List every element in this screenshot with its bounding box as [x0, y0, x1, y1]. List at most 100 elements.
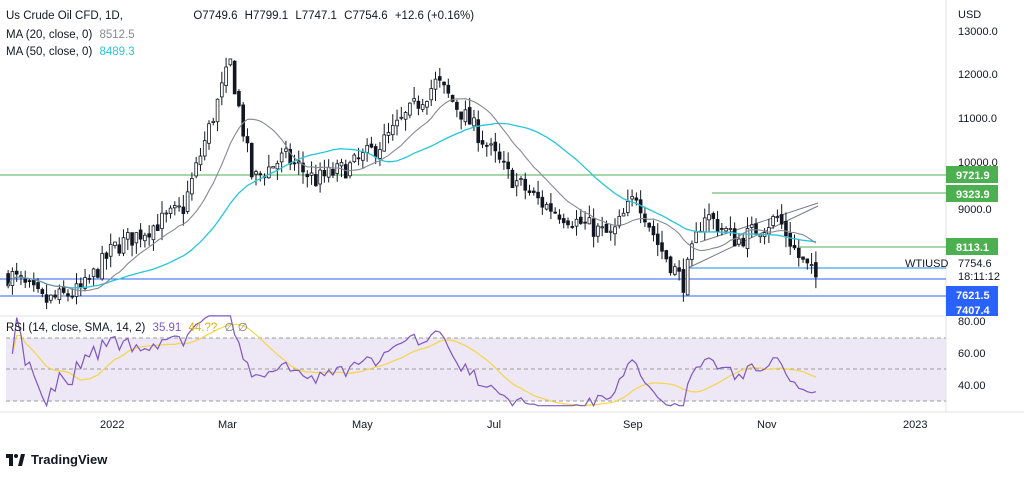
- candle-body: [301, 162, 305, 173]
- candle-body: [779, 214, 784, 225]
- brand-footer[interactable]: TradingView: [6, 452, 107, 467]
- tag-7407-bg: [946, 303, 998, 316]
- rsi-tick: 40.00: [958, 380, 986, 392]
- ma50-line: [7, 122, 816, 289]
- time-tick: Nov: [757, 419, 777, 431]
- candle-body: [408, 102, 412, 116]
- candle-body: [395, 119, 399, 127]
- candle-body: [378, 149, 382, 159]
- candle-body: [91, 268, 96, 278]
- legend-open: O7749.6: [193, 10, 238, 22]
- candle-body: [23, 278, 28, 283]
- candle-body: [343, 164, 348, 179]
- candle-body: [574, 218, 579, 227]
- candle-body: [202, 140, 207, 157]
- candle-body: [87, 278, 92, 280]
- ma50-label[interactable]: MA (50, close, 0): [6, 46, 93, 58]
- candle-body: [737, 238, 741, 245]
- candle-body: [668, 256, 673, 274]
- candle-body: [553, 211, 557, 214]
- ma20-label[interactable]: MA (20, close, 0): [6, 29, 93, 41]
- candle-body: [634, 197, 639, 201]
- candle-body: [147, 233, 151, 238]
- rsi-tick: 80.00: [958, 316, 986, 328]
- candle-body: [433, 78, 438, 90]
- candle-body: [44, 294, 49, 303]
- tag-7621-bg: [946, 286, 998, 303]
- candle-body: [715, 219, 720, 232]
- candle-body: [83, 277, 87, 289]
- candle-body: [104, 252, 109, 259]
- candle-body: [220, 82, 224, 98]
- price-tick: 12000.0: [958, 69, 998, 81]
- candle-body: [493, 141, 498, 152]
- rsi-label[interactable]: RSI (14, close, SMA, 14, 2): [6, 322, 146, 334]
- candle-body: [181, 206, 186, 214]
- candle-body: [151, 225, 156, 241]
- candle-body: [318, 169, 322, 185]
- candle-body: [489, 143, 493, 146]
- candle-body: [168, 207, 173, 214]
- candle-body: [788, 232, 793, 247]
- candle-body: [758, 234, 763, 238]
- candle-body: [442, 81, 446, 86]
- candle-body: [53, 294, 57, 298]
- tag-9721-bg: [946, 166, 998, 183]
- candle-body: [728, 228, 733, 230]
- candle-body: [532, 190, 536, 193]
- candle-body: [437, 76, 442, 81]
- rsi-value: 35.91: [152, 322, 182, 334]
- legend-close: C7754.6: [344, 10, 388, 22]
- candle-body: [608, 230, 613, 233]
- trend-line-lower[interactable]: [687, 205, 819, 269]
- candle-body: [155, 224, 160, 231]
- candle-body: [724, 228, 728, 232]
- candle-body: [809, 264, 814, 267]
- tag-9323-bg: [946, 185, 998, 202]
- candle-body: [254, 171, 258, 175]
- candle-body: [484, 144, 489, 147]
- legend-symbol[interactable]: Us Crude Oil CFD, 1D,: [6, 10, 123, 22]
- trend-line-upper[interactable]: [699, 202, 819, 243]
- candle-body: [412, 98, 416, 102]
- candle-body: [185, 191, 190, 212]
- candle-body: [600, 226, 604, 229]
- candle-body: [754, 223, 758, 235]
- candle-body: [741, 237, 746, 247]
- price-tick: 9000.0: [958, 204, 992, 216]
- tag-9721: 9721.9: [956, 170, 990, 182]
- candle-body: [446, 84, 451, 94]
- candle-body: [570, 226, 575, 228]
- candle-body: [356, 157, 361, 160]
- symbol-tag: WTIUSD: [905, 258, 948, 270]
- candle-body: [677, 267, 681, 272]
- time-tick: Mar: [218, 419, 237, 431]
- candle-body: [685, 258, 690, 296]
- ma20-line: [7, 98, 817, 292]
- candle-body: [284, 148, 288, 152]
- candle-body: [621, 212, 626, 217]
- candle-body: [322, 170, 327, 177]
- candle-body: [390, 125, 395, 136]
- rsi-extra: ∅ ∅: [224, 322, 248, 334]
- candle-body: [96, 269, 100, 278]
- candle-body: [655, 233, 660, 245]
- candle-body: [215, 98, 220, 123]
- candle-body: [173, 205, 177, 209]
- legend-change: +12.6 (+0.16%): [394, 10, 475, 22]
- candle-body: [519, 178, 523, 181]
- candle-body: [207, 123, 211, 144]
- candle-body: [596, 225, 600, 237]
- candle-body: [801, 256, 805, 260]
- candle-body: [292, 162, 297, 165]
- candle-body: [271, 166, 275, 169]
- candle-body: [540, 196, 545, 208]
- candle-body: [194, 162, 198, 177]
- candle-body: [527, 190, 532, 193]
- candle-body: [579, 216, 583, 224]
- candles-group: [6, 57, 818, 310]
- candle-body: [100, 253, 104, 280]
- candle-body: [425, 101, 429, 108]
